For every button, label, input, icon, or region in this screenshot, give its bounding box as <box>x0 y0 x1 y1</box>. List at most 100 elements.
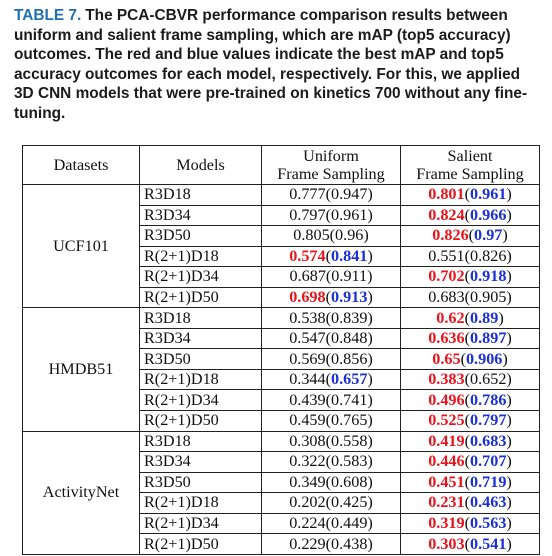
salient-top5-value: 0.89 <box>470 308 499 327</box>
uniform-map-value: 0.308 <box>289 431 326 450</box>
salient-cell: 0.319(0.563) <box>400 512 540 535</box>
uniform-top5-value: 0.841 <box>331 246 368 265</box>
uniform-cell: 0.777(0.947) <box>261 184 401 206</box>
salient-cell: 0.65(0.906) <box>400 348 540 370</box>
table-row: R(2+1)D50 0.459(0.765) 0.525(0.797) <box>23 410 540 432</box>
salient-cell: 0.231(0.463) <box>400 492 540 514</box>
uniform-map-value: 0.574 <box>289 246 326 265</box>
model-cell: R3D18 <box>139 307 262 329</box>
uniform-top5-value: 0.583 <box>331 452 368 471</box>
uniform-cell: 0.547(0.848) <box>261 327 401 350</box>
salient-map-value: 0.525 <box>428 411 465 430</box>
model-cell: R(2+1)D50 <box>139 410 262 432</box>
uniform-cell: 0.797(0.961) <box>261 204 401 227</box>
model-cell: R(2+1)D18 <box>139 245 262 268</box>
uniform-map-value: 0.439 <box>289 390 326 409</box>
uniform-cell: 0.439(0.741) <box>261 389 401 412</box>
salient-cell: 0.702(0.918) <box>400 266 540 288</box>
salient-top5-value: 0.707 <box>470 452 507 471</box>
model-cell: R(2+1)D50 <box>139 533 262 555</box>
model-cell: R(2+1)D34 <box>139 266 262 288</box>
salient-top5-value: 0.966 <box>470 205 507 224</box>
header-row: Datasets Models Uniform Frame Sampling S… <box>22 145 540 185</box>
header-datasets: Datasets <box>22 145 140 185</box>
table-row: R3D50 0.569(0.856) 0.65(0.906) <box>23 348 540 370</box>
uniform-top5-value: 0.856 <box>331 349 368 368</box>
salient-map-value: 0.383 <box>428 370 465 389</box>
header-uniform-line2: Frame Sampling <box>277 165 385 183</box>
uniform-map-value: 0.344 <box>289 370 326 389</box>
uniform-map-value: 0.538 <box>289 308 326 327</box>
salient-top5-value: 0.906 <box>465 349 503 368</box>
salient-cell: 0.824(0.966) <box>400 204 540 227</box>
salient-cell: 0.303(0.541) <box>400 533 540 555</box>
table-row: R3D34 0.547(0.848) 0.636(0.897) <box>23 327 540 350</box>
model-cell: R3D50 <box>139 225 262 247</box>
uniform-top5-value: 0.911 <box>331 267 368 286</box>
uniform-map-value: 0.687 <box>289 267 326 286</box>
table-row: R(2+1)D34 0.687(0.911) 0.702(0.918) <box>23 266 540 288</box>
table-row: R(2+1)D18 0.202(0.425) 0.231(0.463) <box>23 492 540 514</box>
salient-top5-value: 0.652 <box>470 370 507 389</box>
uniform-top5-value: 0.913 <box>331 288 368 306</box>
salient-map-value: 0.319 <box>428 514 465 533</box>
uniform-map-value: 0.698 <box>289 288 326 306</box>
header-uniform-line1: Uniform <box>303 147 359 165</box>
uniform-top5-value: 0.96 <box>335 226 364 245</box>
model-cell: R3D34 <box>139 204 262 227</box>
table-row: R3D50 0.349(0.608) 0.451(0.719) <box>23 471 540 494</box>
uniform-top5-value: 0.438 <box>331 534 368 553</box>
table-row: R(2+1)D50 0.698(0.913) 0.683(0.905) <box>23 286 540 309</box>
uniform-cell: 0.569(0.856) <box>261 348 401 370</box>
model-cell: R(2+1)D18 <box>139 492 262 514</box>
uniform-top5-value: 0.425 <box>331 493 368 512</box>
salient-map-value: 0.65 <box>432 349 461 368</box>
uniform-top5-value: 0.947 <box>331 185 368 204</box>
salient-top5-value: 0.683 <box>470 431 507 450</box>
dataset-cell: ActivityNet <box>22 430 140 555</box>
table-row: UCF101 R3D18 0.777(0.947) 0.801(0.961) <box>22 183 540 309</box>
uniform-top5-value: 0.449 <box>331 514 368 533</box>
table-row: R(2+1)D34 0.224(0.449) 0.319(0.563) <box>23 512 540 535</box>
salient-cell: 0.636(0.897) <box>400 327 540 350</box>
table-row: R(2+1)D34 0.439(0.741) 0.496(0.786) <box>23 389 540 412</box>
uniform-cell: 0.322(0.583) <box>261 451 401 473</box>
salient-cell: 0.801(0.961) <box>400 184 540 206</box>
salient-top5-value: 0.97 <box>474 226 503 245</box>
uniform-cell: 0.308(0.558) <box>261 430 401 453</box>
model-cell: R3D18 <box>139 184 262 206</box>
model-cell: R(2+1)D18 <box>139 368 262 391</box>
results-table: Datasets Models Uniform Frame Sampling S… <box>22 145 540 555</box>
uniform-cell: 0.805(0.96) <box>261 225 401 247</box>
salient-top5-value: 0.786 <box>470 390 507 409</box>
salient-top5-value: 0.563 <box>470 514 507 533</box>
uniform-map-value: 0.202 <box>289 493 326 512</box>
uniform-top5-value: 0.741 <box>331 390 368 409</box>
uniform-cell: 0.687(0.911) <box>261 266 401 288</box>
uniform-map-value: 0.349 <box>289 472 326 491</box>
uniform-cell: 0.538(0.839) <box>261 307 401 329</box>
uniform-map-value: 0.805 <box>293 226 330 245</box>
uniform-cell: 0.349(0.608) <box>261 471 401 494</box>
header-uniform: Uniform Frame Sampling <box>261 145 401 185</box>
salient-cell: 0.551(0.826) <box>400 245 540 268</box>
model-cell: R(2+1)D50 <box>139 286 262 309</box>
table-row: HMDB51 R3D18 0.538(0.839) 0.62(0.89) <box>22 307 540 432</box>
uniform-top5-value: 0.608 <box>331 472 368 491</box>
salient-map-value: 0.62 <box>436 308 465 327</box>
uniform-map-value: 0.777 <box>289 185 326 204</box>
salient-top5-value: 0.905 <box>470 288 507 306</box>
uniform-top5-value: 0.961 <box>331 205 368 224</box>
uniform-top5-value: 0.765 <box>331 411 368 430</box>
header-models: Models <box>139 145 262 185</box>
salient-map-value: 0.683 <box>428 288 465 306</box>
salient-top5-value: 0.719 <box>470 472 507 491</box>
model-cell: R3D34 <box>139 327 262 350</box>
salient-map-value: 0.451 <box>428 472 465 491</box>
uniform-cell: 0.202(0.425) <box>261 492 401 514</box>
uniform-cell: 0.459(0.765) <box>261 410 401 432</box>
table-row: ActivityNet R3D18 0.308(0.558) 0.419(0.683) <box>22 430 540 555</box>
model-cell: R(2+1)D34 <box>139 389 262 412</box>
salient-top5-value: 0.918 <box>470 267 507 286</box>
header-salient: Salient Frame Sampling <box>400 145 540 185</box>
